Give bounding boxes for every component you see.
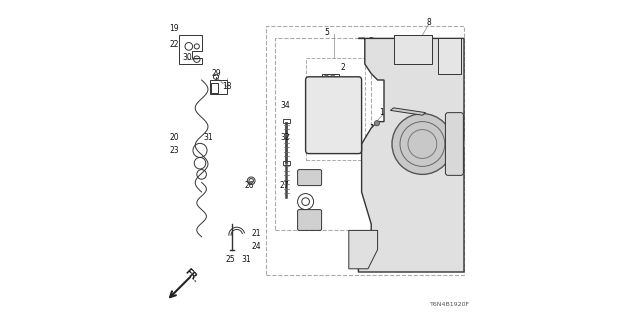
Polygon shape [358,38,464,272]
Text: 17: 17 [379,108,389,116]
Bar [306,58,365,160]
Text: 33: 33 [385,252,396,260]
Text: 16: 16 [369,124,380,132]
Circle shape [392,114,453,174]
Polygon shape [390,108,426,115]
Text: 30: 30 [182,53,192,62]
Bar [322,74,339,82]
Text: 32: 32 [280,133,290,142]
Text: 22: 22 [170,40,179,49]
Text: 31: 31 [241,255,252,264]
Text: 8: 8 [426,18,431,27]
Text: 35: 35 [424,117,434,126]
Text: 3: 3 [369,37,374,46]
Text: 8: 8 [449,44,454,52]
Text: 27: 27 [280,181,290,190]
Text: 4: 4 [369,50,374,59]
FancyBboxPatch shape [298,170,322,186]
Text: 21: 21 [252,229,260,238]
Text: 29: 29 [211,69,221,78]
Text: 28: 28 [351,261,360,270]
Bar [210,80,227,94]
Text: 18: 18 [223,82,232,91]
Polygon shape [349,230,378,269]
Bar [438,38,461,74]
Text: 31: 31 [203,133,213,142]
Bar [283,161,290,165]
Bar [394,35,432,64]
Text: 20: 20 [170,133,179,142]
Text: 24: 24 [251,242,261,251]
Text: FR.: FR. [182,268,200,285]
Circle shape [353,242,365,254]
Bar [283,119,290,123]
FancyBboxPatch shape [298,210,322,230]
Text: 9: 9 [388,239,393,248]
Text: 26: 26 [244,181,255,190]
Text: 19: 19 [170,24,179,33]
Circle shape [374,121,380,126]
Text: 23: 23 [170,146,179,155]
Text: 5: 5 [324,28,329,36]
Text: 25: 25 [225,255,236,264]
Text: 2: 2 [340,63,345,72]
Bar [266,26,464,275]
Text: 10: 10 [321,85,332,94]
FancyBboxPatch shape [445,113,463,175]
Text: 34: 34 [280,101,290,110]
FancyBboxPatch shape [306,77,362,154]
Text: T6N4B1920F: T6N4B1920F [430,302,470,307]
Bar [211,83,218,93]
Bar [275,38,371,230]
